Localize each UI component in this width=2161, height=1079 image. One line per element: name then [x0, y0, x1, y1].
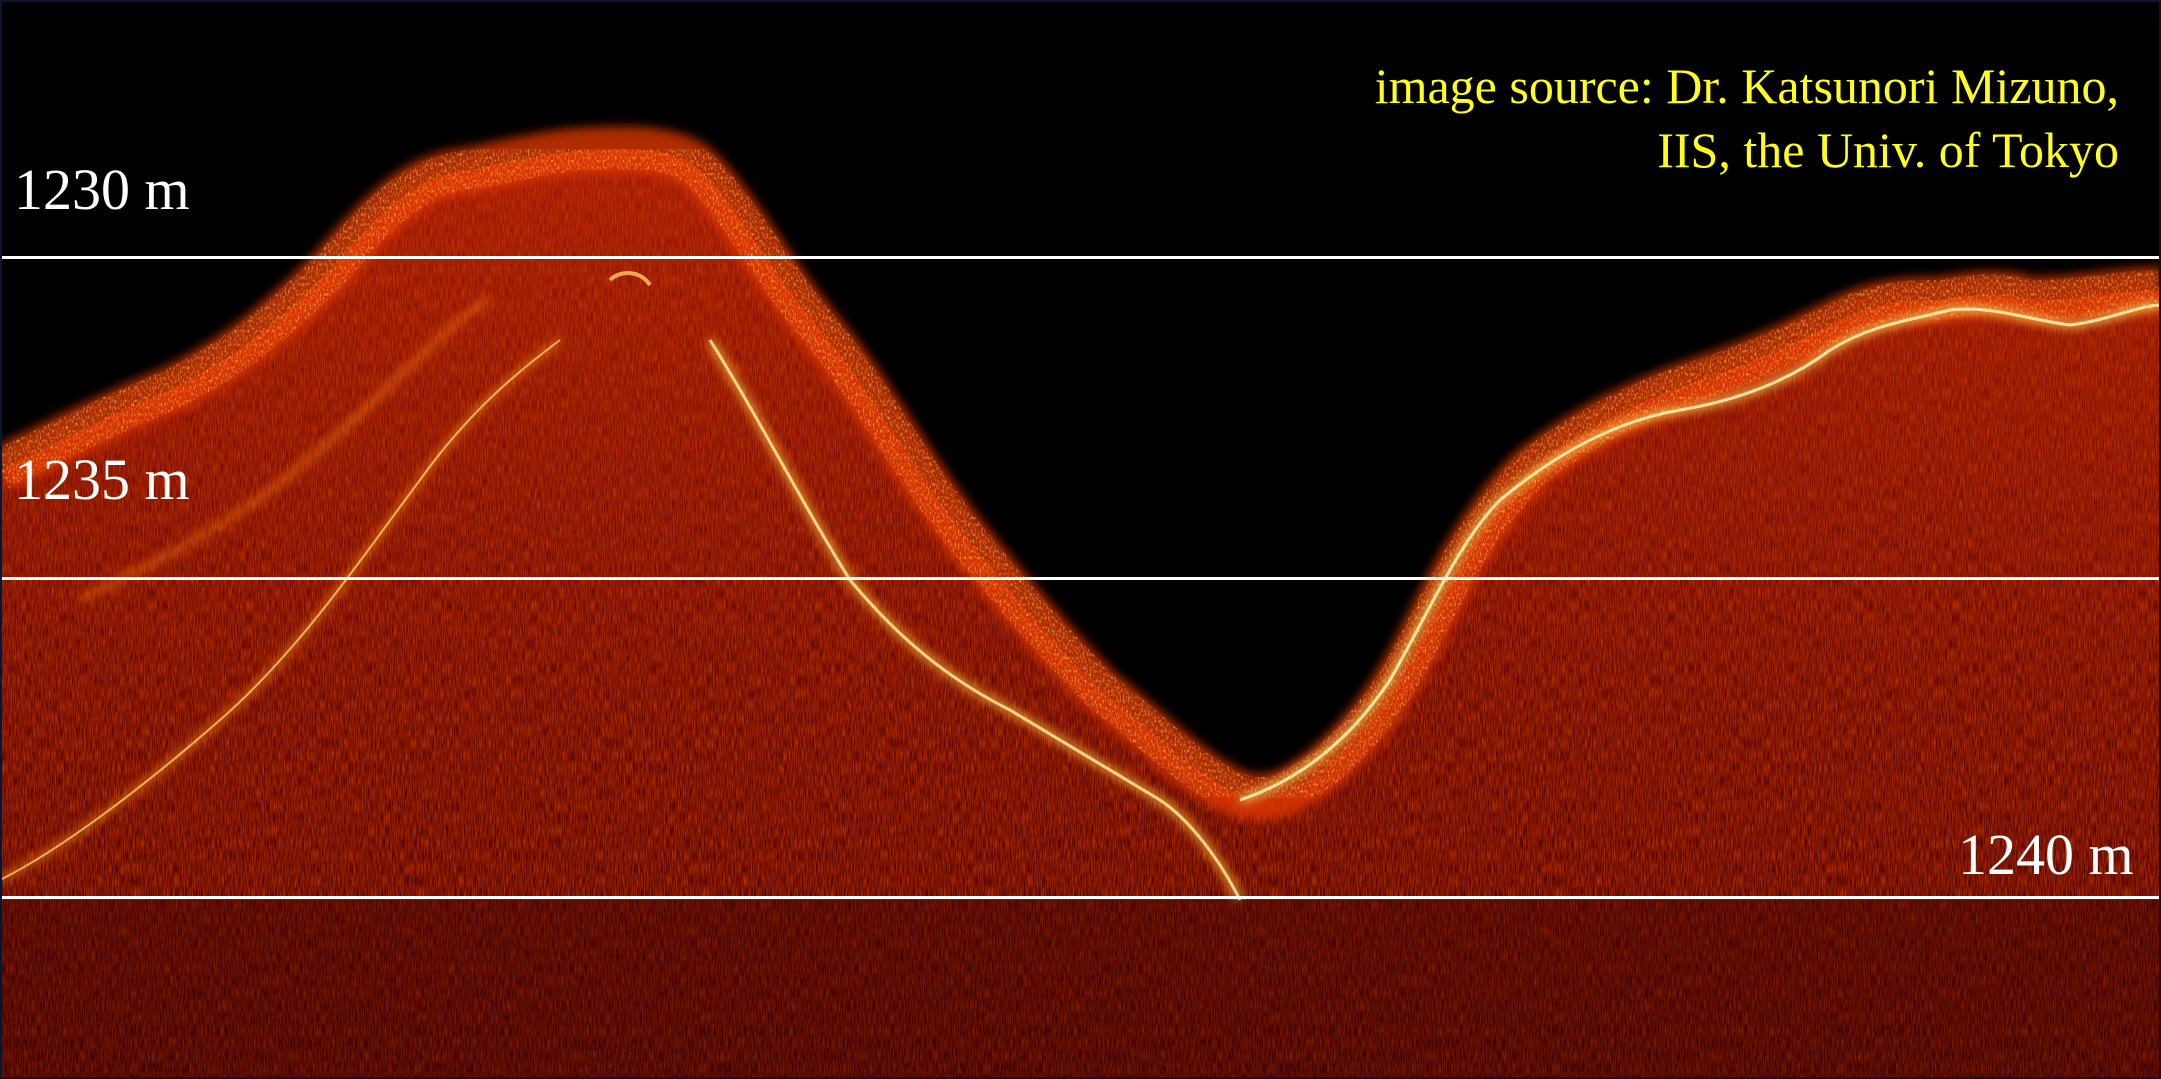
credit-line-1: image source: Dr. Katsunori Mizuno, — [1374, 58, 2119, 114]
credit-line-2: IIS, the Univ. of Tokyo — [1657, 122, 2119, 178]
depth-label-1240: 1240 m — [1958, 822, 2134, 887]
depth-label-1230: 1230 m — [14, 157, 190, 222]
depth-line-1235 — [0, 577, 2161, 580]
image-credit: image source: Dr. Katsunori Mizuno, IIS,… — [1375, 54, 2119, 182]
depth-label-1235: 1235 m — [14, 447, 190, 512]
depth-line-1230 — [0, 256, 2161, 259]
depth-line-1240 — [0, 896, 2161, 899]
